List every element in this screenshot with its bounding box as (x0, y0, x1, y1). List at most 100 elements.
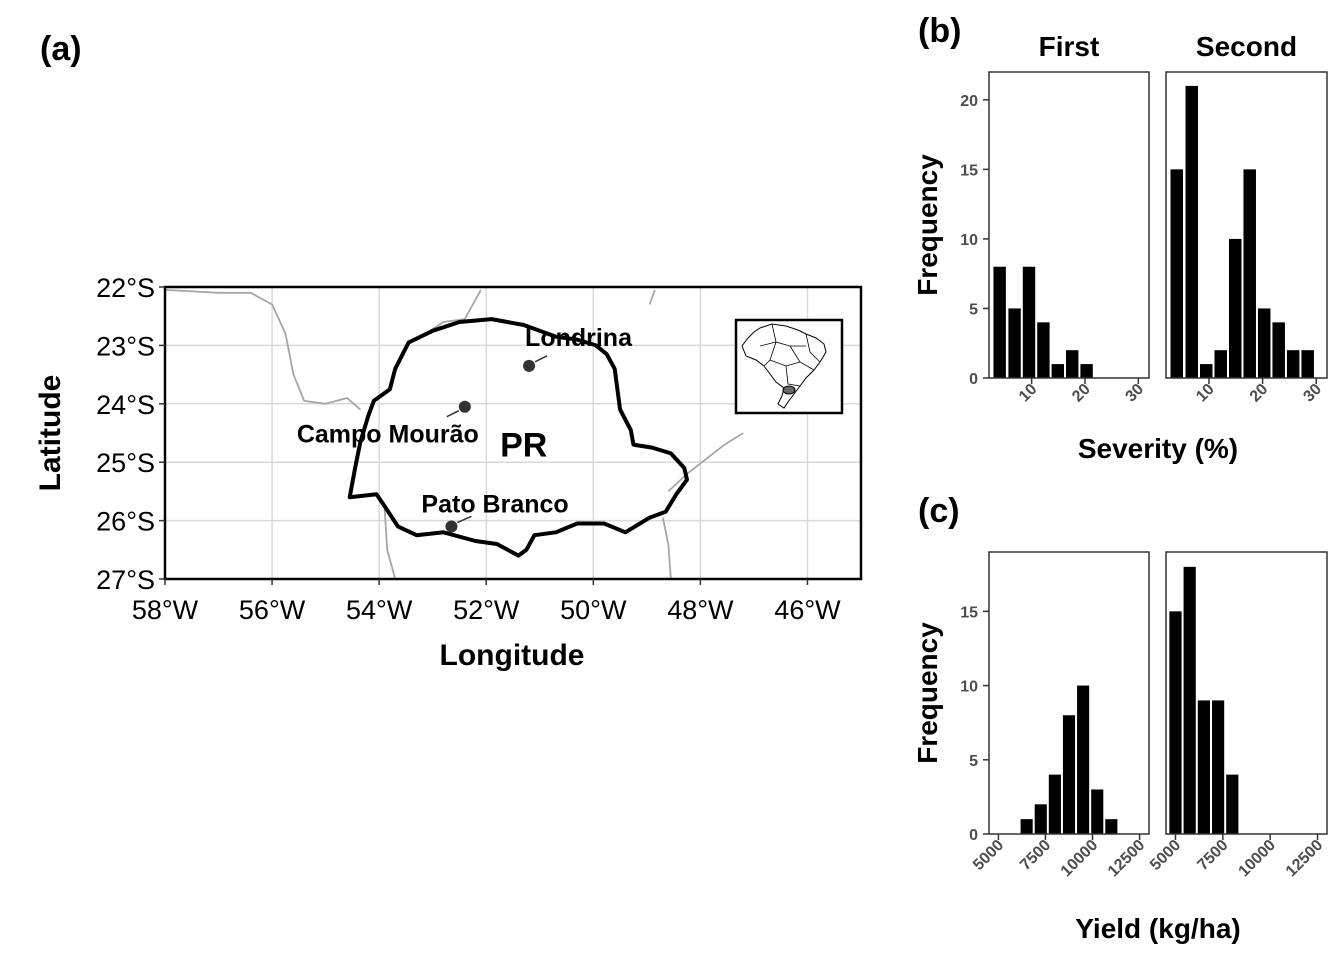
facet-panel-border (988, 71, 1150, 379)
x-tick-label: 7500 (1194, 837, 1231, 874)
y-tick-label: 5 (969, 301, 978, 318)
x-tick-label: 20 (1247, 381, 1272, 406)
neighbor-border-line (164, 289, 361, 411)
histogram-bar (1080, 364, 1093, 378)
x-tick-label: 10000 (1236, 837, 1280, 881)
panel-label-a: (a) (40, 30, 82, 68)
neighbor-border-line (662, 517, 672, 580)
histogram-bar (1048, 774, 1061, 834)
histogram-bar (1286, 350, 1300, 378)
map-x-tick-label: 58°W (132, 595, 199, 625)
map-x-ticks: 58°W 56°W 54°W 52°W 50°W 48°W 46°W (132, 579, 841, 625)
panel-label-c: (c) (918, 492, 960, 530)
map-y-tick-label: 23°S (96, 331, 155, 361)
histogram-bar (1301, 350, 1314, 378)
map-x-axis-title: Longitude (440, 639, 585, 672)
x-tick-label: 10 (1016, 381, 1041, 406)
map-x-tick-label: 50°W (560, 595, 627, 625)
histogram-bar (1170, 169, 1183, 378)
x-tick-label: 30 (1300, 381, 1325, 406)
facet-panel-border (1165, 71, 1328, 379)
map-y-ticks: 22°S 23°S 24°S 25°S 26°S 27°S (96, 273, 165, 595)
x-tick-label: 5000 (1147, 837, 1184, 874)
histogram-bar (1197, 700, 1210, 834)
map-x-tick-label: 46°W (774, 595, 841, 625)
x-tick-label: 20 (1069, 381, 1094, 406)
x-tick-label: 7500 (1017, 837, 1054, 874)
histogram-bar (1091, 789, 1104, 834)
histogram-bar (1214, 350, 1227, 378)
map-y-tick-label: 27°S (96, 565, 155, 595)
severity-y-axis-title: Frequency (912, 154, 943, 296)
histogram-bar (1077, 685, 1090, 834)
map-y-tick-label: 26°S (96, 507, 155, 537)
map-y-axis-title: Latitude (34, 375, 67, 492)
histogram-bar (1062, 715, 1076, 834)
histogram-bar (1226, 774, 1239, 834)
city-leader-line (534, 355, 548, 363)
y-tick-label: 5 (969, 753, 978, 770)
histogram-bar (1105, 819, 1118, 834)
histogram-bar (1022, 266, 1036, 378)
city-label: Campo Mourão (297, 421, 479, 449)
city-label: Londrina (525, 324, 633, 352)
facet-panel-border (1165, 551, 1328, 835)
brazil-state-lines (759, 323, 821, 387)
facet-title: Second (1196, 31, 1297, 62)
y-tick-label: 15 (960, 604, 978, 621)
severity-x-axis-title: Severity (%) (1078, 433, 1238, 464)
map-neighbor-borders (164, 289, 744, 580)
map-x-tick-label: 52°W (453, 595, 520, 625)
brazil-inset (734, 318, 844, 415)
map-x-tick-label: 54°W (346, 595, 413, 625)
map-y-tick-label: 25°S (96, 448, 155, 478)
histogram-bar (1228, 238, 1242, 378)
histogram-bar (1008, 308, 1021, 378)
map-y-tick-label: 24°S (96, 390, 155, 420)
y-tick-label: 10 (960, 232, 978, 249)
severity-histograms: First 10 20 30 Second 10 20 30 0 5 10 15 20 (960, 31, 1328, 406)
yield-x-axis-title: Yield (kg/ha) (1075, 913, 1240, 944)
neighbor-border-line (648, 289, 656, 305)
map-y-tick-label: 22°S (96, 273, 155, 303)
city-marker (445, 520, 458, 533)
histogram-bar (1051, 364, 1064, 378)
x-tick-label: 12500 (1105, 837, 1149, 881)
y-tick-label: 15 (960, 162, 978, 179)
city-marker (523, 359, 536, 372)
x-tick-label: 30 (1123, 381, 1148, 406)
histogram-bar (1211, 700, 1225, 834)
state-label: PR (500, 427, 547, 465)
histogram-bar (1185, 85, 1199, 378)
histogram-bar (1272, 322, 1285, 378)
map-x-tick-label: 48°W (667, 595, 734, 625)
neighbor-border-line (667, 432, 744, 493)
yield-y-axis-title: Frequency (912, 622, 943, 764)
neighbor-border-line (383, 505, 397, 580)
city-label: Pato Branco (421, 490, 568, 518)
histogram-bar (1257, 308, 1271, 378)
city-leader-line (446, 410, 460, 418)
y-tick-label: 10 (960, 679, 978, 696)
histogram-bar (1037, 322, 1050, 378)
histogram-bar (1183, 566, 1196, 834)
city-marker (458, 400, 471, 413)
histogram-bar (1243, 169, 1256, 378)
histogram-bar (1200, 364, 1213, 378)
histogram-bar (993, 266, 1006, 378)
y-tick-label: 0 (969, 827, 978, 844)
y-tick-label: 0 (969, 371, 978, 388)
histogram-bar (1020, 819, 1033, 834)
facet-title: First (1039, 31, 1100, 62)
panel-label-b: (b) (918, 12, 961, 50)
x-tick-label: 10 (1193, 381, 1218, 406)
parana-state-outline (347, 317, 689, 558)
y-tick-label: 20 (960, 93, 978, 110)
map-panel-border (163, 285, 863, 581)
city-leader-line (457, 515, 472, 524)
x-tick-label: 10000 (1058, 837, 1102, 881)
histogram-bar (1034, 804, 1047, 834)
facet-panel-border (988, 551, 1150, 835)
x-tick-label: 12500 (1283, 837, 1327, 881)
